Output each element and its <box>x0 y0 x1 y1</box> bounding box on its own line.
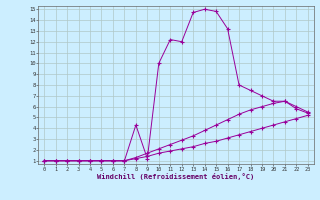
X-axis label: Windchill (Refroidissement éolien,°C): Windchill (Refroidissement éolien,°C) <box>97 173 255 180</box>
